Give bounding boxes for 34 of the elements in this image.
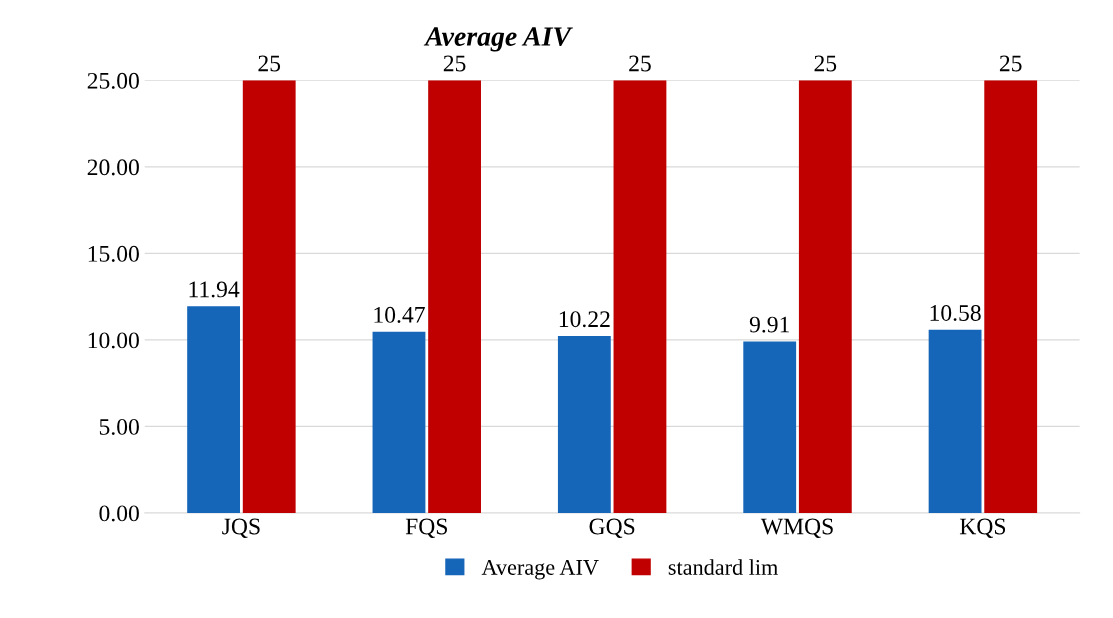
data-label: 25 [443,55,466,72]
y-tick-label: 0.00 [99,505,139,522]
x-tick-label: JQS [222,518,260,539]
y-tick-label: 15.00 [88,245,139,262]
data-label: 25 [999,55,1022,72]
x-tick-label: FQS [405,518,447,539]
bar [798,80,852,513]
bar [743,341,797,513]
bar [613,80,667,513]
y-tick-label: 10.00 [88,332,139,349]
bar [928,329,982,513]
data-label: 10.58 [930,304,981,321]
data-label: 25 [629,55,651,72]
y-tick-label: 25.00 [87,72,139,89]
bar [372,331,426,513]
data-label: 25 [258,55,281,72]
bar [242,80,296,513]
bar [984,80,1038,513]
data-label: 25 [814,55,837,72]
chart-title: Average AIV [423,27,573,52]
bar [428,80,481,513]
legend-label: standard lim [668,559,778,575]
x-tick-label: WMQS [760,518,833,539]
legend-label: Average AIV [481,559,599,580]
bar [557,336,611,513]
y-tick-label: 5.00 [99,418,139,435]
data-label: 10.22 [559,311,610,328]
y-tick-label: 20.00 [87,159,139,176]
x-tick-label: KQS [959,518,1006,539]
data-label: 10.47 [374,306,425,323]
data-label: 9.91 [749,316,789,333]
x-tick-label: GQS [589,518,635,539]
bar [187,306,241,513]
data-label: 11.94 [189,281,240,298]
